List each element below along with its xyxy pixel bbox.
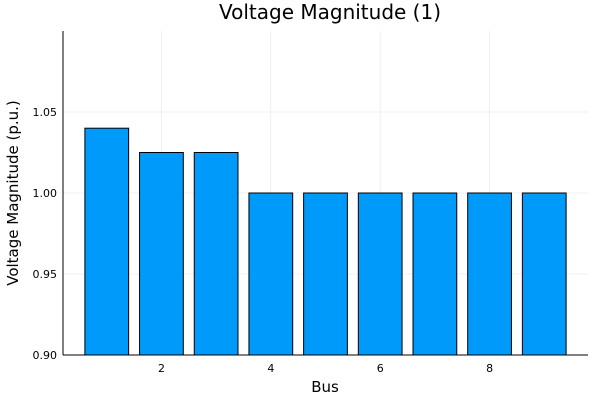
x-axis-label: Bus	[311, 378, 339, 396]
x-tick-label-1: 4	[267, 362, 274, 375]
bar-bus-8	[467, 192, 512, 356]
bar-bus-6	[357, 192, 403, 356]
bar-bus-4	[248, 192, 294, 356]
chart-title: Voltage Magnitude (1)	[219, 0, 441, 24]
bar-bus-7	[412, 192, 458, 356]
y-axis-label: Voltage Magnitude (p.u.)	[4, 100, 22, 286]
axes	[62, 31, 588, 356]
y-tick-label-1: 0.95	[33, 268, 58, 281]
x-tick-label-0: 2	[158, 362, 165, 375]
bar-bus-1	[84, 127, 130, 356]
x-tick-label-3: 8	[486, 362, 493, 375]
bars	[84, 127, 567, 356]
y-tick-label-2: 1.00	[33, 187, 58, 200]
bar-bus-3	[193, 152, 239, 356]
bar-bus-9	[521, 192, 567, 356]
bar-bus-2	[139, 152, 184, 356]
bar-bus-5	[303, 192, 348, 356]
tick-labels: 2 4 6 8 0.90 0.95 1.00 1.05	[33, 106, 494, 375]
x-tick-label-2: 6	[377, 362, 384, 375]
y-tick-label-3: 1.05	[33, 106, 58, 119]
y-tick-label-0: 0.90	[33, 349, 58, 362]
